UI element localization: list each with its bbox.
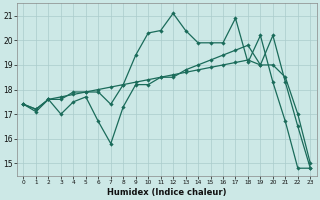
X-axis label: Humidex (Indice chaleur): Humidex (Indice chaleur)	[107, 188, 227, 197]
